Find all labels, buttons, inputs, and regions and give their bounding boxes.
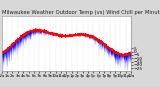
Text: Milwaukee Weather Outdoor Temp (vs) Wind Chill per Minute (Last 24 Hours): Milwaukee Weather Outdoor Temp (vs) Wind…: [2, 10, 160, 15]
